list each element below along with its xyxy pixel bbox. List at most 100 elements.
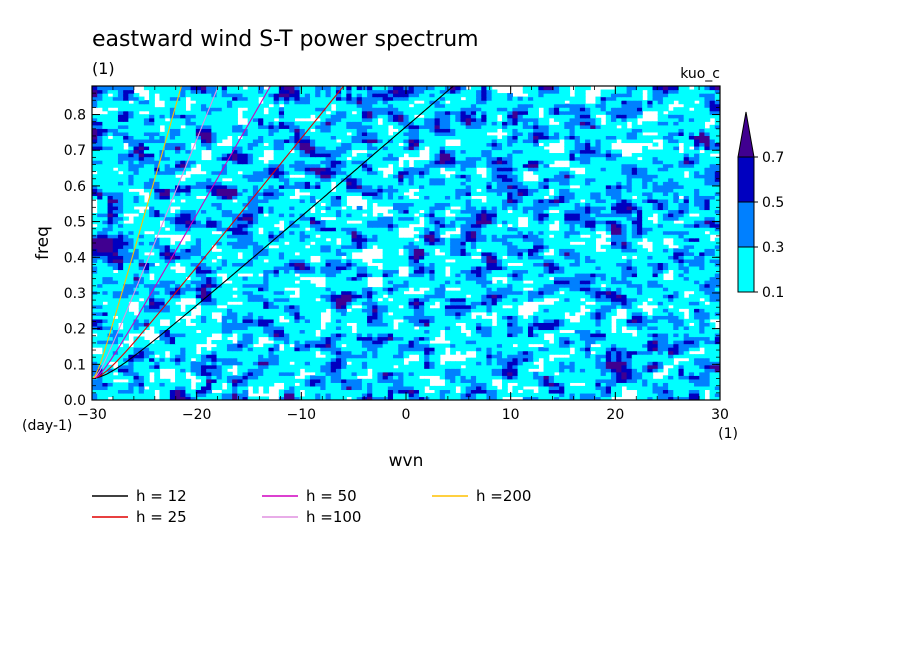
contour-cell <box>631 385 638 391</box>
contour-cell <box>97 318 103 323</box>
contour-cell <box>128 311 135 316</box>
contour-cell <box>460 262 467 267</box>
contour-cell <box>611 368 617 373</box>
contour-cell <box>190 304 197 309</box>
contour-cell <box>657 241 664 246</box>
contour-cell <box>252 332 259 338</box>
contour-cell <box>185 280 192 285</box>
contour-cell <box>496 237 503 242</box>
contour-cell <box>491 329 498 334</box>
contour-cell <box>590 364 597 369</box>
contour-cell <box>590 294 597 299</box>
contour-cell <box>320 340 327 345</box>
contour-cell <box>429 262 436 267</box>
contour-cell <box>252 318 259 323</box>
contour-cell <box>502 347 508 352</box>
contour-cell <box>491 237 498 242</box>
contour-cell <box>398 280 404 285</box>
contour-cell <box>320 375 327 380</box>
contour-cell <box>92 371 98 376</box>
contour-cell <box>335 382 342 387</box>
contour-cell <box>595 329 602 334</box>
contour-cell <box>631 382 638 387</box>
contour-cell <box>335 361 342 366</box>
contour-cell <box>138 251 145 256</box>
contour-cell <box>309 382 316 387</box>
contour-cell <box>657 251 664 256</box>
contour-cell <box>299 248 306 253</box>
contour-cell <box>128 322 135 327</box>
contour-cell <box>190 290 197 295</box>
contour-cell <box>574 343 581 348</box>
contour-cell <box>247 315 254 320</box>
contour-cell <box>330 294 337 299</box>
contour-cell <box>564 322 571 327</box>
contour-cell <box>553 294 560 299</box>
contour-cell <box>678 241 685 246</box>
contour-cell <box>211 290 218 295</box>
contour-cell <box>668 322 674 327</box>
contour-cell <box>600 350 607 355</box>
contour-cell <box>564 332 571 338</box>
contour-cell <box>403 311 410 316</box>
contour-cell <box>258 244 264 249</box>
contour-cell <box>377 329 384 334</box>
contour-cell <box>284 378 290 383</box>
contour-cell <box>600 336 607 341</box>
contour-cell <box>455 336 462 341</box>
contour-cell <box>434 392 441 398</box>
contour-cell <box>652 364 659 369</box>
contour-cell <box>694 378 700 383</box>
contour-cell <box>642 283 648 288</box>
contour-cell <box>476 354 482 359</box>
contour-cell <box>709 354 716 359</box>
contour-cell <box>455 315 462 320</box>
contour-cell <box>190 255 197 260</box>
contour-cell <box>564 287 571 292</box>
contour-cell <box>335 265 342 271</box>
contour-cell <box>512 371 519 376</box>
contour-cell <box>175 251 181 256</box>
contour-cell <box>522 357 529 362</box>
contour-cell <box>315 325 321 331</box>
contour-cell <box>507 283 513 288</box>
contour-cell <box>668 350 674 355</box>
contour-cell <box>190 389 197 394</box>
contour-cell <box>714 332 720 338</box>
contour-cell <box>278 280 285 285</box>
contour-cell <box>268 336 275 341</box>
contour-cell <box>128 287 135 292</box>
contour-cell <box>548 364 555 369</box>
contour-cell <box>382 392 389 398</box>
contour-cell <box>678 265 685 271</box>
contour-cell <box>403 332 410 338</box>
contour-cell <box>154 325 161 331</box>
contour-cell <box>636 315 643 320</box>
contour-cell <box>294 301 301 306</box>
contour-cell <box>112 308 119 313</box>
contour-cell <box>206 375 212 380</box>
contour-cell <box>325 255 332 260</box>
contour-cell <box>413 297 420 302</box>
contour-cell <box>429 248 436 253</box>
contour-cell <box>470 385 477 391</box>
contour-cell <box>393 287 399 292</box>
contour-cell <box>247 340 254 345</box>
contour-cell <box>237 269 244 274</box>
contour-cell <box>180 368 187 373</box>
contour-cell <box>330 368 337 373</box>
contour-cell <box>268 280 275 285</box>
contour-cell <box>600 287 607 292</box>
contour-cell <box>200 347 207 352</box>
contour-cell <box>190 272 197 278</box>
contour-cell <box>356 262 363 267</box>
contour-cell <box>346 276 353 281</box>
contour-cell <box>657 396 664 400</box>
contour-cell <box>382 287 389 292</box>
contour-cell <box>216 343 223 348</box>
contour-cell <box>704 343 711 348</box>
contour-cell <box>662 258 669 264</box>
contour-cell <box>252 361 259 366</box>
contour-cell <box>673 283 680 288</box>
contour-cell <box>315 347 321 352</box>
